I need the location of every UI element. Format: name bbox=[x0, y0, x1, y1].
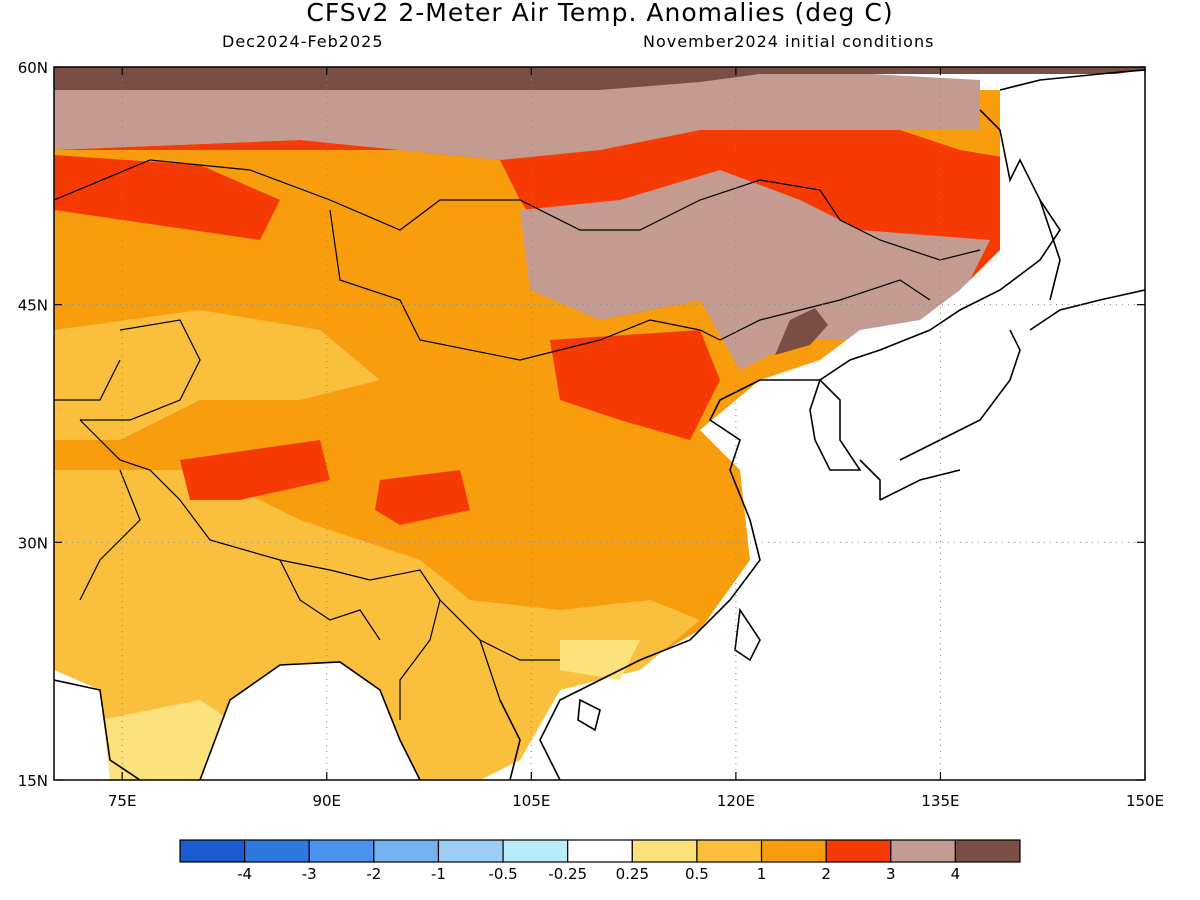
axes: 75E 90E 105E 120E 135E 150E 60N 45N 30N 15N bbox=[18, 59, 1164, 810]
region-southwest-light bbox=[54, 310, 380, 440]
coastlines bbox=[54, 69, 1145, 780]
colorbar-label: -0.25 bbox=[548, 865, 587, 883]
colorbar-label: 0.5 bbox=[685, 865, 709, 883]
colorbar-swatch bbox=[954, 839, 1021, 863]
region-rose-ne bbox=[520, 170, 990, 370]
colorbar-swatch bbox=[308, 839, 375, 863]
colorbar-label: 3 bbox=[886, 865, 896, 883]
colorbar-label: -1 bbox=[431, 865, 446, 883]
lon-tick-label: 150E bbox=[1126, 792, 1164, 810]
colorbar-swatch bbox=[760, 839, 827, 863]
colorbar-label: 2 bbox=[821, 865, 831, 883]
lat-tick-label: 45N bbox=[18, 297, 48, 315]
colorbar-swatch bbox=[631, 839, 698, 863]
region-red-tibet bbox=[180, 440, 470, 525]
colorbar-swatch bbox=[502, 839, 569, 863]
colorbar-swatch bbox=[825, 839, 892, 863]
region-brown-core bbox=[775, 308, 828, 355]
ocean-bay-of-bengal bbox=[200, 662, 420, 780]
colorbar-label: 0.25 bbox=[616, 865, 649, 883]
lat-tick-label: 15N bbox=[18, 772, 48, 790]
anomaly-field bbox=[54, 67, 1145, 780]
lon-tick-label: 75E bbox=[108, 792, 137, 810]
colorbar-swatch bbox=[244, 839, 310, 863]
country-borders bbox=[54, 159, 981, 720]
chart-subtitle-period: Dec2024-Feb2025 bbox=[222, 32, 384, 51]
lon-tick-label: 105E bbox=[512, 792, 550, 810]
colorbar-swatch bbox=[373, 839, 440, 863]
colorbar-swatch bbox=[437, 839, 504, 863]
chart-subtitle-init: November2024 initial conditions bbox=[643, 32, 935, 51]
colorbar-swatch bbox=[567, 839, 633, 863]
lat-tick-label: 30N bbox=[18, 534, 48, 552]
colorbar-label: 1 bbox=[757, 865, 767, 883]
graticule bbox=[54, 67, 1145, 780]
colorbar-label: 4 bbox=[951, 865, 961, 883]
lon-tick-label: 90E bbox=[312, 792, 341, 810]
lat-tick-label: 60N bbox=[18, 59, 48, 77]
lon-tick-label: 120E bbox=[717, 792, 755, 810]
ocean-arabian-sea bbox=[54, 670, 110, 780]
colorbar-swatch bbox=[696, 839, 763, 863]
plot-frame bbox=[53, 66, 1146, 781]
colorbar-label: -4 bbox=[237, 865, 252, 883]
chart-title: CFSv2 2-Meter Air Temp. Anomalies (deg C… bbox=[306, 0, 894, 27]
colorbar: -4 -3 -2 -1 -0.5 -0.25 0.25 0.5 1 2 3 4 bbox=[179, 839, 1021, 883]
colorbar-label: -3 bbox=[302, 865, 317, 883]
ocean-pacific bbox=[560, 70, 1145, 780]
lon-tick-label: 135E bbox=[921, 792, 959, 810]
colorbar-swatch bbox=[890, 839, 956, 863]
colorbar-label: -0.5 bbox=[488, 865, 517, 883]
region-red-central bbox=[550, 330, 720, 440]
colorbar-swatch bbox=[179, 839, 246, 863]
colorbar-label: -2 bbox=[366, 865, 381, 883]
region-rose-north bbox=[54, 70, 980, 160]
region-south-light bbox=[54, 470, 700, 780]
